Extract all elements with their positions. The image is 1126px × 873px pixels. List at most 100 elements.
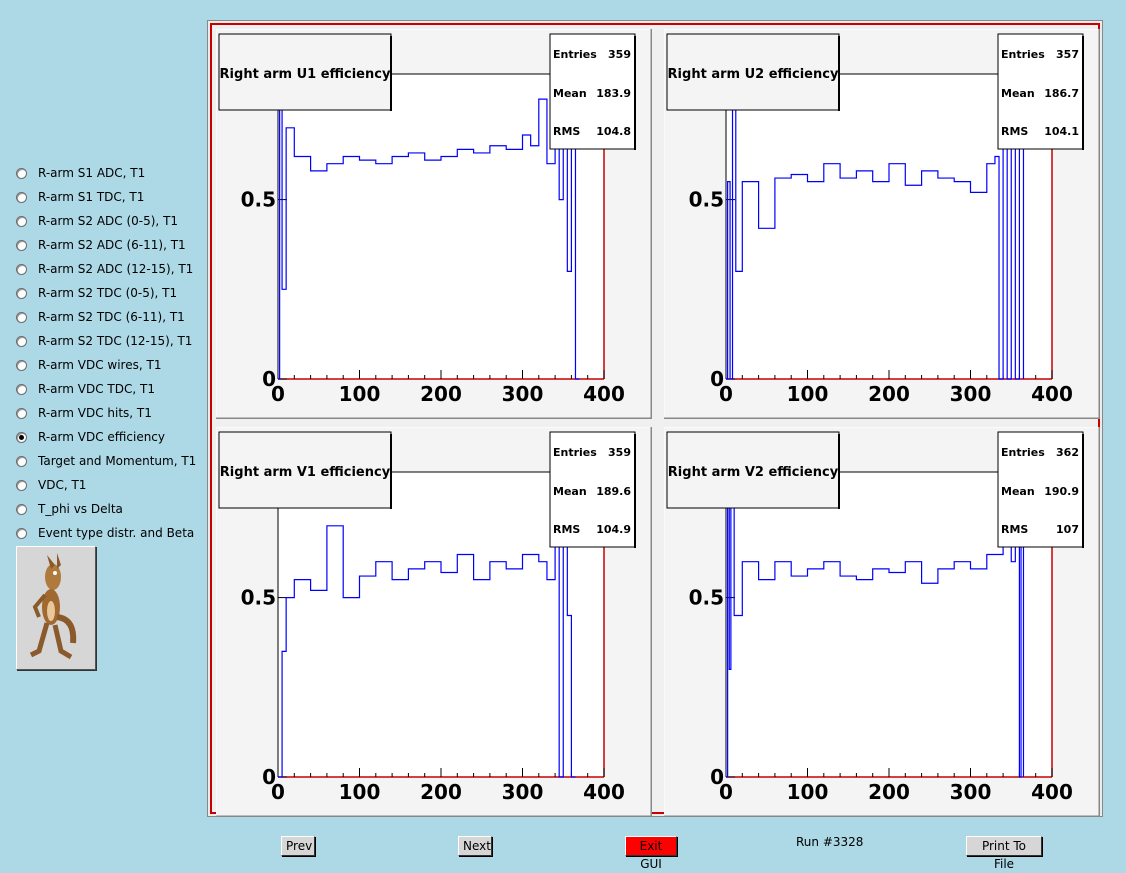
radio-item[interactable]: R-arm VDC efficiency	[16, 425, 206, 449]
title-box-bg	[218, 431, 392, 509]
x-tick-label: 300	[502, 382, 544, 406]
radio-label: R-arm S2 TDC (6-11), T1	[38, 310, 185, 324]
radio-item[interactable]: R-arm S1 TDC, T1	[16, 185, 206, 209]
logo-button[interactable]	[16, 546, 96, 670]
radio-label: R-arm S1 ADC, T1	[38, 166, 146, 180]
radio-label: VDC, T1	[38, 478, 87, 492]
histogram-pad-u2[interactable]: 0 100 200 300 400 0 0.5 Right arm U2 efficiency…	[664, 29, 1100, 419]
stats-value: 359	[608, 446, 631, 459]
stats-value: 359	[608, 48, 631, 61]
title-box: Right arm U2 efficiency	[666, 33, 840, 111]
radio-button[interactable]	[16, 167, 27, 179]
stats-value: 104.8	[596, 125, 631, 138]
stats-label: Entries	[553, 446, 597, 459]
title-box-bg	[218, 33, 392, 111]
radio-button[interactable]	[16, 503, 27, 515]
chart-title: Right arm V1 efficiency	[220, 465, 391, 480]
stats-value: 107	[1056, 523, 1079, 536]
run-number-label: Run #3328	[796, 835, 864, 849]
stats-label: RMS	[1001, 523, 1028, 536]
radio-item[interactable]: T_phi vs Delta	[16, 497, 206, 521]
radio-label: T_phi vs Delta	[38, 502, 123, 516]
prev-button[interactable]: Prev	[281, 836, 315, 856]
radio-button[interactable]	[16, 239, 27, 251]
radio-item[interactable]: R-arm VDC wires, T1	[16, 353, 206, 377]
radio-item[interactable]: R-arm VDC TDC, T1	[16, 377, 206, 401]
radio-item[interactable]: R-arm S1 ADC, T1	[16, 161, 206, 185]
stats-label: Entries	[1001, 446, 1045, 459]
stats-value: 190.9	[1044, 485, 1079, 498]
radio-label: R-arm S2 ADC (6-11), T1	[38, 238, 186, 252]
radio-button[interactable]	[16, 311, 27, 323]
radio-item[interactable]: R-arm S2 ADC (6-11), T1	[16, 233, 206, 257]
x-tick-label: 100	[339, 382, 381, 406]
radio-item[interactable]: R-arm S2 TDC (0-5), T1	[16, 281, 206, 305]
radio-button[interactable]	[16, 335, 27, 347]
radio-label: R-arm VDC efficiency	[38, 430, 166, 444]
canvas-frame: 0 100 200 300 400 0 0.5 Right arm U1 efficiency…	[207, 20, 1103, 817]
stats-value: 104.9	[596, 523, 631, 536]
x-tick-label: 200	[420, 382, 462, 406]
radio-button[interactable]	[16, 479, 27, 491]
x-tick-label: 200	[420, 780, 462, 804]
radio-item[interactable]: R-arm S2 ADC (0-5), T1	[16, 209, 206, 233]
stats-label: Entries	[1001, 48, 1045, 61]
x-tick-label: 0	[719, 780, 733, 804]
radio-button[interactable]	[16, 407, 27, 419]
stats-value: 357	[1056, 48, 1079, 61]
x-tick-label: 0	[719, 382, 733, 406]
stats-label: RMS	[553, 125, 580, 138]
chart-title: Right arm U1 efficiency	[220, 67, 391, 82]
stats-label: Mean	[1001, 87, 1035, 100]
radio-button[interactable]	[16, 215, 27, 227]
radio-item[interactable]: R-arm S2 TDC (6-11), T1	[16, 305, 206, 329]
radio-label: R-arm S2 TDC (0-5), T1	[38, 286, 178, 300]
stats-label: Entries	[553, 48, 597, 61]
histogram-pad-v1[interactable]: 0 100 200 300 400 0 0.5 Right arm V1 efficiency…	[216, 427, 652, 817]
radio-item[interactable]: Event type distr. and Beta	[16, 521, 206, 545]
stats-label: RMS	[553, 523, 580, 536]
y-tick-label: 0	[262, 367, 276, 391]
stats-label: Mean	[553, 485, 587, 498]
next-button[interactable]: Next	[458, 836, 492, 856]
radio-button[interactable]	[16, 191, 27, 203]
stats-box-bg	[997, 431, 1084, 548]
x-tick-label: 300	[950, 382, 992, 406]
radio-item[interactable]: R-arm VDC hits, T1	[16, 401, 206, 425]
histogram-pad-v2[interactable]: 0 100 200 300 400 0 0.5 Right arm V2 efficiency…	[664, 427, 1100, 817]
radio-item[interactable]: R-arm S2 TDC (12-15), T1	[16, 329, 206, 353]
radio-button[interactable]	[16, 287, 27, 299]
y-tick-label: 0	[710, 765, 724, 789]
title-box-bg	[666, 431, 840, 509]
radio-label: R-arm VDC hits, T1	[38, 406, 152, 420]
y-tick-label: 0	[710, 367, 724, 391]
print-to-file-button[interactable]: Print To File	[966, 836, 1042, 871]
y-tick-label: 0	[262, 765, 276, 789]
x-tick-label: 300	[950, 780, 992, 804]
stats-label: RMS	[1001, 125, 1028, 138]
radio-button[interactable]	[16, 359, 27, 371]
radio-item[interactable]: VDC, T1	[16, 473, 206, 497]
radio-button[interactable]	[16, 527, 27, 539]
exit-gui-button[interactable]: Exit GUI	[625, 836, 677, 871]
histogram-trace	[278, 91, 580, 380]
stats-box-bg	[549, 431, 636, 548]
radio-label: R-arm VDC wires, T1	[38, 358, 162, 372]
y-tick-label: 0.5	[241, 586, 276, 610]
x-tick-label: 200	[868, 780, 910, 804]
y-tick-label: 0.5	[241, 188, 276, 212]
radio-item[interactable]: R-arm S2 ADC (12-15), T1	[16, 257, 206, 281]
radio-button[interactable]	[16, 431, 27, 443]
radio-button[interactable]	[16, 455, 27, 467]
stats-label: Mean	[553, 87, 587, 100]
histogram-pad-u1[interactable]: 0 100 200 300 400 0 0.5 Right arm U1 efficiency…	[216, 29, 652, 419]
canvas-area[interactable]: 0 100 200 300 400 0 0.5 Right arm U1 efficiency…	[210, 23, 1100, 817]
radio-button[interactable]	[16, 263, 27, 275]
chart-title: Right arm V2 efficiency	[668, 465, 839, 480]
radio-button[interactable]	[16, 383, 27, 395]
x-tick-label: 100	[787, 780, 829, 804]
radio-label: R-arm S2 ADC (0-5), T1	[38, 214, 179, 228]
radio-item[interactable]: Target and Momentum, T1	[16, 449, 206, 473]
x-tick-label: 400	[583, 382, 625, 406]
x-tick-label: 0	[271, 780, 285, 804]
